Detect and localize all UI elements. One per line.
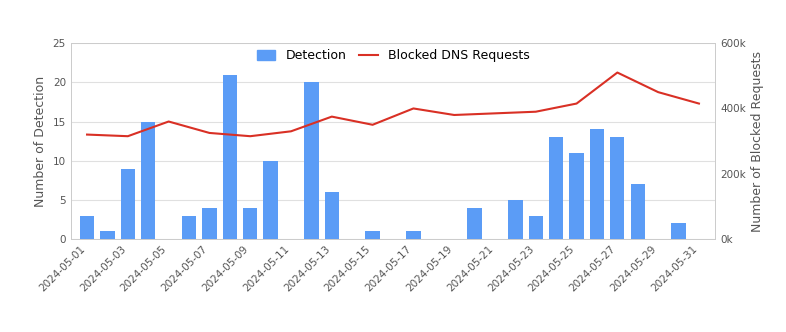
Bar (263, 161, 277, 239)
Legend: Detection, Blocked DNS Requests: Detection, Blocked DNS Requests (257, 49, 529, 62)
Y-axis label: Number of Detection: Number of Detection (34, 76, 47, 207)
Bar (182, 215, 196, 239)
Bar (141, 122, 156, 239)
Bar (222, 74, 237, 239)
Bar (121, 169, 135, 239)
Bar (101, 231, 115, 239)
Bar (671, 223, 685, 239)
Bar (610, 137, 625, 239)
Bar (529, 215, 543, 239)
Bar (243, 208, 257, 239)
Bar (202, 208, 217, 239)
Bar (325, 192, 339, 239)
Bar (630, 184, 645, 239)
Y-axis label: Number of Blocked Requests: Number of Blocked Requests (751, 50, 765, 232)
Bar (365, 231, 380, 239)
Bar (509, 200, 523, 239)
Bar (549, 137, 564, 239)
Bar (304, 82, 318, 239)
Bar (406, 231, 421, 239)
Bar (590, 129, 604, 239)
Bar (569, 153, 584, 239)
Bar (80, 215, 94, 239)
Bar (468, 208, 482, 239)
